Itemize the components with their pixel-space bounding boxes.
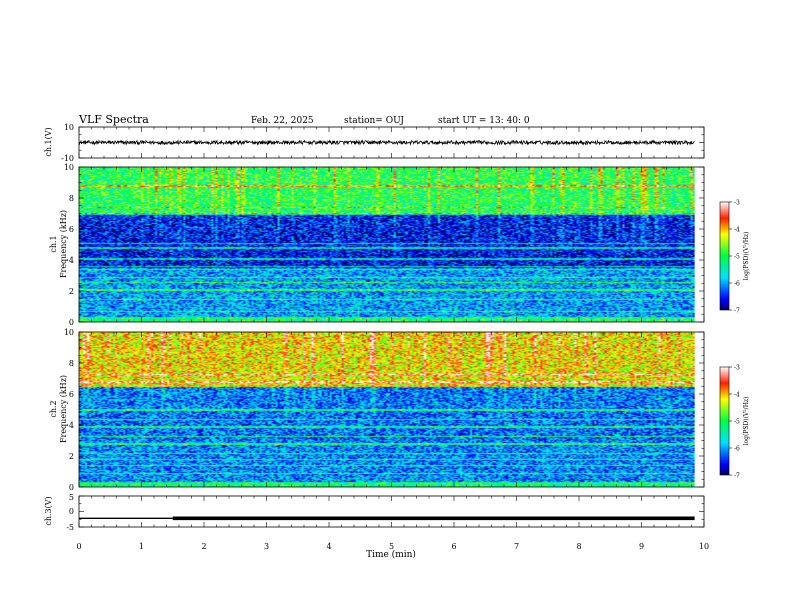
x-axis-label: Time (min) (366, 549, 416, 560)
colorbar-tick-label: -3 (734, 365, 740, 372)
ch3-ylabel: ch.3(V) (44, 496, 53, 525)
colorbar-tick-label: -5 (734, 254, 740, 261)
colorbar-tick-label: -5 (734, 419, 740, 426)
ch3-ytick-mid: 0 (69, 507, 74, 516)
x-axis-ticklabels: 0 1 2 3 4 5 6 7 8 9 10 (76, 542, 709, 551)
ch1-spectrogram-ticks (78, 166, 705, 323)
ch1-spectrogram-yticklabels: 0 2 4 6 8 10 (64, 163, 74, 327)
y-tick-label: 2 (69, 287, 74, 296)
x-tick-label: 4 (326, 542, 331, 551)
x-tick-label: 0 (76, 542, 81, 551)
ch1-colorbar-ticks: -3 -4 -5 -6 -7 (729, 200, 740, 315)
ch2-spectrogram-yticklabels: 0 2 4 6 8 10 (64, 328, 74, 492)
y-tick-label: 10 (64, 163, 74, 172)
y-tick-label: 0 (69, 318, 74, 327)
ch2-colorbar (719, 366, 730, 476)
x-tick-label: 6 (451, 542, 456, 551)
y-tick-label: 0 (69, 483, 74, 492)
x-tick-label: 1 (139, 542, 144, 551)
x-tick-label: 8 (576, 542, 581, 551)
ch1-waveform-line (78, 139, 695, 146)
colorbar-tick-label: -7 (734, 473, 740, 480)
y-tick-label: 6 (69, 225, 74, 234)
ch2-spec-ylabel-channel: ch.2 (49, 400, 58, 417)
ch1-ylabel: ch.1(V) (44, 127, 53, 156)
y-tick-label: 6 (69, 390, 74, 399)
ch3-trace-panel: 5 0 -5 ch.3(V) (44, 493, 705, 532)
colorbar-tick-label: -6 (734, 446, 740, 453)
ch2-spec-ylabel-freq: Frequency (kHz) (59, 375, 68, 443)
y-tick-label: 8 (69, 194, 74, 203)
header-start-time: start UT = 13: 40: 0 (438, 116, 530, 126)
ch3-ytick-top: 5 (69, 493, 74, 502)
x-tick-label: 2 (201, 542, 206, 551)
colorbar-tick-label: -3 (734, 200, 740, 207)
y-tick-label: 4 (69, 421, 74, 430)
ch2-spectrogram-ticks (78, 331, 705, 488)
colorbar-tick-label: -6 (734, 281, 740, 288)
ch1-waveform-panel: 10 -10 ch.1(V) (44, 123, 705, 163)
colorbar-tick-label: -7 (734, 308, 740, 315)
colorbar-tick-label: -4 (734, 227, 740, 234)
ch2-colorbar-ticks: -3 -4 -5 -6 -7 (729, 365, 740, 480)
ch3-ytick-bottom: -5 (66, 523, 74, 532)
y-tick-label: 4 (69, 256, 74, 265)
ch2-spectrogram-image (79, 332, 695, 487)
ch1-ytick-bottom: -10 (61, 154, 74, 163)
x-tick-label: 5 (389, 542, 394, 551)
ch1-spec-ylabel-freq: Frequency (kHz) (59, 210, 68, 278)
x-tick-label: 9 (639, 542, 644, 551)
y-tick-label: 8 (69, 359, 74, 368)
ch2-colorbar-label: log(PSD)(V²/Hz) (743, 397, 750, 446)
ch1-colorbar-label: log(PSD)(V²/Hz) (743, 232, 750, 281)
ch3-trace-ticks (78, 495, 705, 528)
x-tick-label: 10 (699, 542, 709, 551)
header-station: station= OUJ (344, 116, 404, 126)
x-tick-label: 7 (514, 542, 519, 551)
x-tick-label: 3 (264, 542, 269, 551)
ch1-waveform-ticks (78, 126, 705, 159)
y-tick-label: 2 (69, 452, 74, 461)
header-date: Feb. 22, 2025 (251, 116, 314, 126)
ch1-spectrogram-image (79, 167, 695, 322)
y-tick-label: 10 (64, 328, 74, 337)
ch1-colorbar (719, 201, 730, 311)
colorbar-tick-label: -4 (734, 392, 740, 399)
ch1-ytick-top: 10 (64, 123, 74, 132)
ch1-spec-ylabel-channel: ch.1 (49, 235, 58, 252)
figure-title: VLF Spectra (78, 113, 149, 126)
